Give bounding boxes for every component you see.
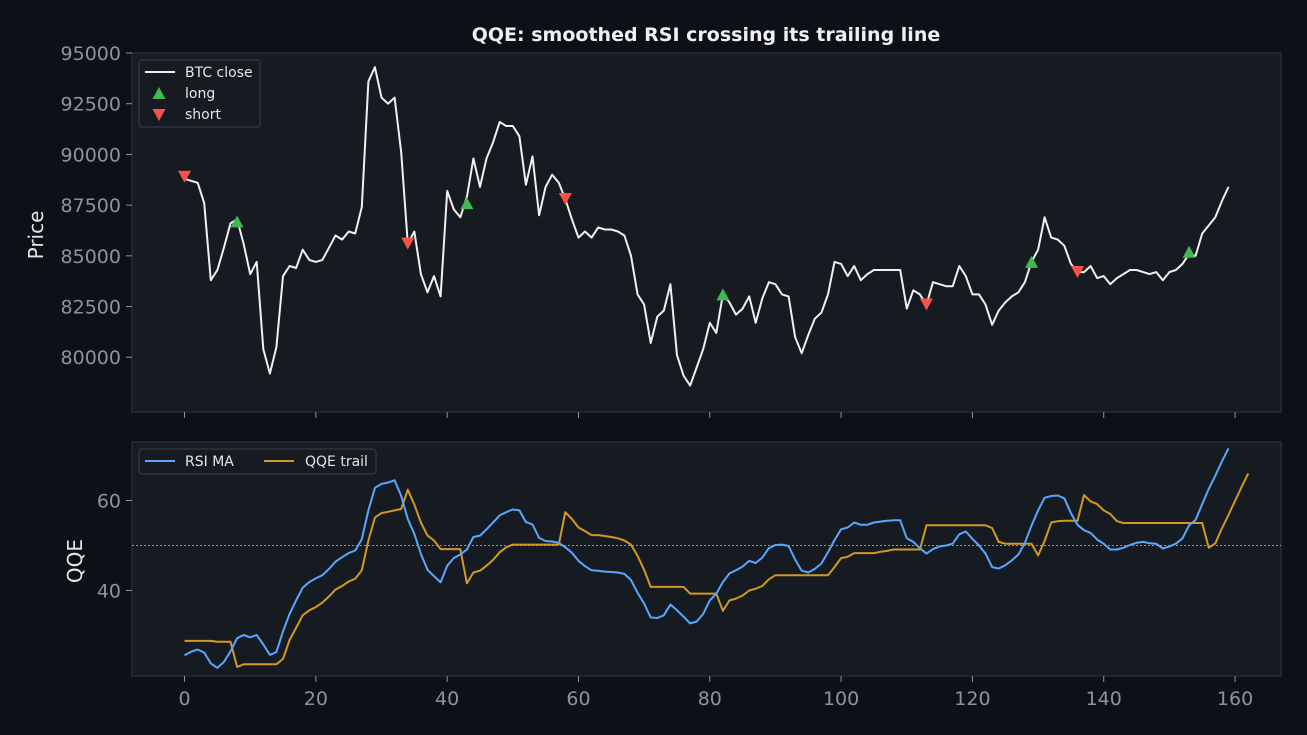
legend-qqe-trail-label: QQE trail <box>305 454 368 470</box>
price-y-tick-label: 80000 <box>61 347 121 369</box>
short-signal-marker <box>919 298 933 311</box>
qqe-x-tick-label: 80 <box>698 688 722 710</box>
short-signal-marker <box>1070 266 1084 279</box>
long-signal-marker <box>1025 255 1039 268</box>
qqe-x-tick-label: 100 <box>823 688 859 710</box>
price-y-tick-label: 85000 <box>61 246 121 268</box>
qqe-y-tick-label: 60 <box>97 491 121 513</box>
qqe-y-tick-label: 40 <box>97 581 121 603</box>
qqe-x-tick-label: 140 <box>1086 688 1122 710</box>
chart-title: QQE: smoothed RSI crossing its trailing … <box>472 24 941 46</box>
long-signal-marker <box>230 215 244 228</box>
legend-long-label: long <box>185 86 215 102</box>
qqe-x-tick-label: 120 <box>954 688 990 710</box>
legend-short-label: short <box>185 107 221 123</box>
btc-close-line <box>184 66 1230 387</box>
short-signal-marker <box>558 193 572 206</box>
qqe-legend: RSI MA QQE trail <box>138 448 377 475</box>
price-legend-box <box>138 59 261 128</box>
long-signal-marker <box>716 288 730 301</box>
legend-long-marker <box>152 87 166 99</box>
qqe-x-tick-label: 40 <box>435 688 459 710</box>
qqe-y-axis: 40 60 <box>97 491 132 603</box>
legend-rsi-ma-label: RSI MA <box>185 454 234 470</box>
price-y-tick-label: 92500 <box>61 94 121 116</box>
price-y-tick-label: 82500 <box>61 297 121 319</box>
qqe-y-label: QQE <box>63 539 87 583</box>
short-signal-marker <box>401 237 415 250</box>
short-signals <box>178 170 1084 311</box>
price-legend: BTC close long short <box>138 59 261 128</box>
qqe-x-tick-label: 60 <box>566 688 590 710</box>
qqe-x-tick-label: 160 <box>1217 688 1253 710</box>
price-y-axis: 80000 82500 85000 87500 90000 92500 95000 <box>61 43 132 369</box>
qqe-plot-area <box>131 441 1282 677</box>
price-y-tick-label: 90000 <box>61 144 121 166</box>
qqe-x-tick-label: 0 <box>178 688 190 710</box>
price-y-label: Price <box>24 211 48 260</box>
short-signal-marker <box>178 170 192 183</box>
qqe-legend-box <box>138 448 377 475</box>
long-signal-marker <box>1182 245 1196 258</box>
price-y-tick-label: 95000 <box>61 43 121 65</box>
rsi-ma-line <box>184 447 1230 669</box>
qqe-panel: 40 60 0 20 40 60 80 100 120 140 160 QQE RSI MA QQ… <box>63 441 1282 710</box>
price-x-axis <box>184 412 1236 418</box>
price-plot-area <box>131 52 1282 413</box>
long-signal-marker <box>460 197 474 210</box>
qqe-x-tick-label: 20 <box>304 688 328 710</box>
long-signals <box>230 197 1196 301</box>
qqe-x-axis: 0 20 40 60 80 100 120 140 160 <box>178 676 1253 710</box>
price-y-tick-label: 87500 <box>61 195 121 217</box>
legend-btc-close-label: BTC close <box>185 65 253 81</box>
price-panel: 80000 82500 85000 87500 90000 92500 95000 Pric… <box>24 43 1282 418</box>
legend-short-marker <box>152 109 166 121</box>
